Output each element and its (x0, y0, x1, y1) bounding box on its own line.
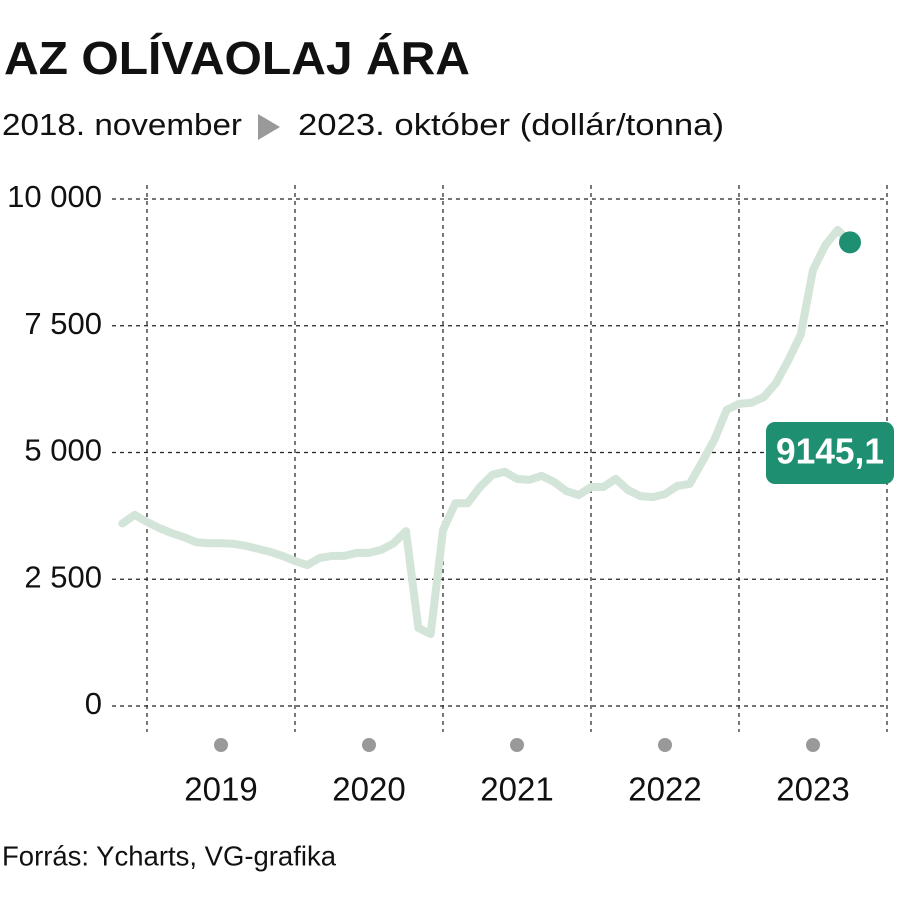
year-dot (214, 738, 228, 752)
y-tick-label: 5 000 (24, 433, 102, 468)
y-tick-label: 2 500 (24, 559, 102, 594)
line (118, 225, 854, 639)
subtitle-start: 2018. november (2, 107, 242, 142)
year-dot (806, 738, 820, 752)
y-tick-label: 10 000 (7, 179, 102, 214)
value-label-box (766, 422, 894, 484)
year-dot (658, 738, 672, 752)
year-dot (510, 738, 524, 752)
subtitle-arrow (258, 114, 280, 140)
year-dot (362, 738, 376, 752)
chart-title: AZ OLÍVAOLAJ ÁRA (4, 32, 470, 84)
x-tick-label: 2021 (480, 771, 553, 808)
x-tick-label: 2023 (776, 771, 849, 808)
x-tick-label: 2022 (628, 771, 701, 808)
last-point (839, 231, 861, 254)
source: Forrás: Ycharts, VG-grafika (2, 840, 336, 871)
subtitle-end: 2023. október (dollár/tonna) (298, 107, 724, 142)
y-tick-label: 7 500 (24, 306, 102, 341)
x-tick-label: 2020 (332, 771, 405, 808)
x-tick-label: 2019 (184, 771, 257, 808)
y-tick-label: 0 (85, 686, 102, 721)
value-label: 9145,1 (776, 431, 884, 472)
